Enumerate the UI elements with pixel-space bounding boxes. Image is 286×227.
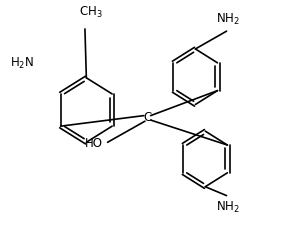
Text: CH$_3$: CH$_3$ bbox=[79, 5, 102, 20]
Text: NH$_2$: NH$_2$ bbox=[216, 200, 240, 215]
Text: C: C bbox=[143, 111, 151, 124]
Text: NH$_2$: NH$_2$ bbox=[216, 12, 240, 27]
Text: HO: HO bbox=[85, 137, 103, 150]
Text: H$_2$N: H$_2$N bbox=[10, 56, 34, 71]
